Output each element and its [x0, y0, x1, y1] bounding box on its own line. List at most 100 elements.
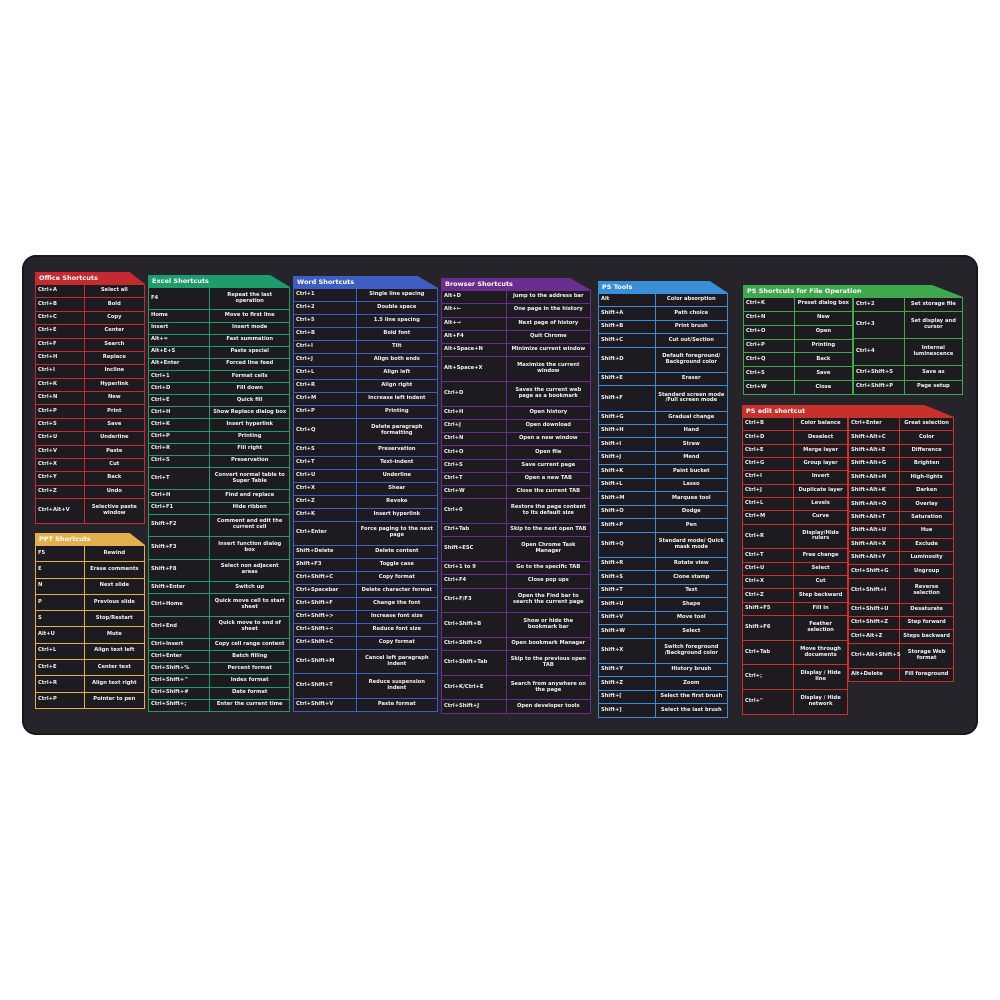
shortcut-description: Copy cell range content — [209, 638, 290, 652]
shortcut-key: Alt+Delete — [847, 667, 901, 683]
shortcut-row: Ctrl+Shift+V Paste format — [293, 697, 439, 713]
shortcut-description: Close — [793, 380, 854, 395]
shortcut-description: Center text — [83, 659, 146, 677]
shortcut-description: Merge layer — [793, 443, 848, 458]
shortcut-key: Ctrl+B — [293, 327, 357, 342]
shortcut-key: Shift+Alt+X — [847, 537, 901, 552]
shortcut-row: Ctrl+Shift+C Copy format — [293, 570, 439, 586]
shortcut-table: F4 Repeat the last operation Home Move to f… — [147, 286, 290, 713]
shortcut-row: Ctrl+R Fill right — [147, 442, 290, 456]
shortcut-key: Ctrl+X — [741, 575, 795, 590]
shortcut-key: Ctrl+G — [741, 456, 795, 472]
shortcut-key: Shift+Y — [598, 662, 656, 678]
shortcut-description: Set storage file — [903, 296, 964, 313]
shortcut-description: Select the first brush — [654, 689, 729, 705]
shortcut-key: Ctrl+Shift+Tab — [441, 650, 507, 676]
shortcut-key: Ctrl+F1 — [147, 501, 211, 515]
shortcut-key: Ctrl+Shift+V — [293, 697, 357, 713]
shortcut-description: Exclude — [899, 537, 954, 552]
shortcut-key: Ctrl+T — [441, 471, 507, 487]
shortcut-key: Ctrl+P — [743, 338, 795, 354]
shortcut-row: Ctrl+Q Back — [743, 352, 854, 368]
shortcut-description: Show or hide the bookmark bar — [505, 612, 592, 638]
shortcut-key: P — [35, 593, 85, 612]
shortcut-description: Open — [793, 324, 854, 340]
shortcut-key: Shift+P — [598, 518, 656, 533]
psfile-panel-title: PS Shortcuts for File Operation — [743, 285, 963, 297]
shortcut-key: N — [35, 577, 85, 595]
shortcut-description: Tilt — [355, 340, 439, 355]
shortcut-key: Ctrl+5 — [293, 314, 357, 329]
shortcut-key: Ctrl+E — [35, 324, 85, 339]
shortcut-description: Feather selection — [793, 615, 848, 641]
shortcut-row: Shift+Alt+X Exclude — [847, 537, 954, 552]
shortcut-description: Back — [83, 471, 146, 486]
shortcut-description: Move to first line — [209, 309, 290, 323]
shortcut-description: Insert function dialog box — [209, 536, 290, 560]
shortcut-key: Shift+Q — [598, 531, 656, 558]
shortcut-key: Ctrl+X — [293, 481, 357, 496]
shortcut-row: Ctrl+F4 Close pop ups — [441, 574, 592, 589]
shortcut-row: Alt+← One page in the history — [441, 303, 592, 318]
shortcut-row: Ctrl+Alt+Shift+S Storage Web format — [847, 642, 954, 669]
shortcut-key: Shift+[ — [598, 689, 656, 705]
shortcut-key: Ctrl+S — [35, 417, 85, 433]
shortcut-description: Ungroup — [899, 564, 954, 579]
shortcut-row: Ctrl+S Preservation — [147, 454, 290, 468]
shortcut-description: Storage Web format — [899, 642, 954, 669]
shortcut-description: Save — [793, 366, 854, 382]
shortcut-key: Ctrl+Shift+P — [853, 379, 905, 395]
shortcut-description: Open a new window — [505, 432, 592, 447]
shortcut-description: Fill in — [793, 601, 848, 617]
shortcut-row: Shift+M Marquee tool — [598, 491, 729, 506]
shortcut-key: Ctrl+K — [743, 297, 795, 312]
shortcut-description: Quick move cell to start sheet — [209, 593, 290, 617]
shortcut-key: Ctrl+K/Ctrl+E — [441, 674, 507, 701]
shortcut-row: Alt+E+S Paste special — [147, 345, 290, 359]
shortcut-row: Ctrl+H Find and replace — [147, 489, 290, 503]
shortcut-row: Ctrl+L Align text left — [35, 642, 146, 661]
shortcut-description: Open the Find bar to search the current … — [505, 587, 592, 614]
shortcut-row: Shift+] Select the last brush — [598, 703, 729, 718]
shortcut-description: Luminosity — [899, 550, 954, 566]
shortcut-row: Ctrl+K Insert hyperlink — [293, 507, 439, 522]
shortcut-description: Align right — [355, 379, 439, 394]
pstools-panel-title: PS Tools — [598, 281, 728, 293]
shortcut-key: Ctrl+M — [293, 392, 357, 407]
shortcut-row: Ctrl+Y Back — [35, 471, 146, 486]
office-panel-body: Ctrl+A Select all Ctrl+B Bold Ctrl+C Copy Ctrl… — [35, 283, 146, 524]
shortcut-row: Shift+O Dodge — [598, 504, 729, 520]
shortcut-key: Ctrl+Alt+Z — [847, 629, 901, 644]
shortcut-description: Gradual change — [654, 410, 729, 426]
shortcut-key: Ctrl+D — [147, 382, 211, 396]
shortcut-description: Next slide — [83, 577, 146, 595]
shortcut-key: Shift+B — [598, 319, 656, 335]
shortcut-key: Ctrl+Shift+M — [293, 649, 357, 675]
shortcut-description: Mute — [83, 626, 146, 644]
shortcut-key: Ctrl+3 — [853, 311, 905, 340]
shortcut-table: Ctrl+Enter Great selection Shift+Alt+C Colo… — [847, 416, 954, 683]
shortcut-description: Show Replace dialog box — [209, 406, 290, 420]
shortcut-description: Difference — [899, 443, 954, 459]
shortcut-row: Ctrl+Shift+^ Index format — [147, 674, 290, 688]
shortcut-key: Ctrl+Alt+V — [35, 498, 85, 524]
shortcut-description: Color absorption — [654, 292, 729, 308]
shortcut-description: Insert mode — [209, 321, 290, 335]
shortcut-description: Toggle case — [355, 557, 439, 572]
word-panel-body: Ctrl+1 Single line spacing Ctrl+2 Double sp… — [293, 287, 439, 713]
shortcut-description: Paste special — [209, 345, 290, 359]
shortcut-row: Shift+Alt+C Color — [847, 430, 954, 445]
shortcut-description: Replace — [83, 350, 146, 366]
shortcut-description: Page setup — [903, 379, 964, 395]
shortcut-description: Save — [83, 417, 146, 433]
shortcut-description: Skip to the previous open TAB — [505, 650, 592, 676]
shortcut-row: Ctrl+T Convert normal table to Super Tabl… — [147, 466, 290, 491]
shortcut-row: Ctrl+Shift+T Reduce suspension indent — [293, 673, 439, 699]
shortcut-description: Stop/Restart — [83, 610, 146, 628]
shortcut-row: Ctrl+L Levels — [741, 496, 848, 512]
shortcut-description: Select — [654, 624, 729, 639]
shortcut-key: Ctrl+X — [35, 457, 85, 473]
shortcut-description: Align text left — [83, 642, 146, 661]
shortcut-row: Shift+Alt+Y Luminosity — [847, 550, 954, 566]
shortcut-table: Ctrl+2 Set storage file Ctrl+3 Set display … — [853, 296, 964, 395]
